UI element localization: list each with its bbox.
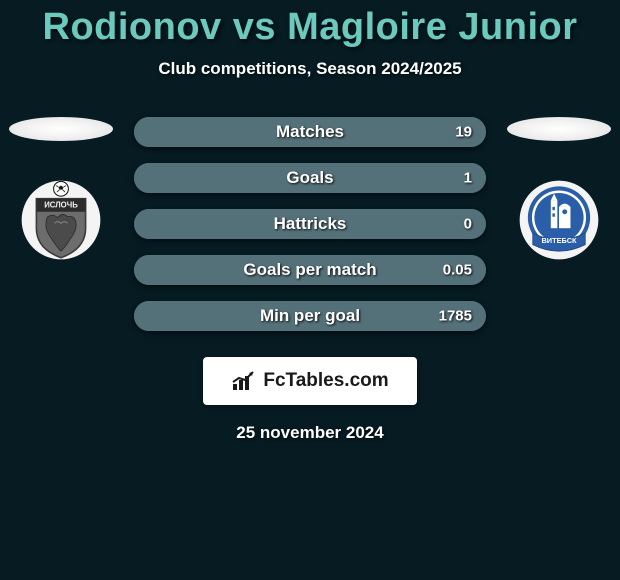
stat-value-right: 1 (464, 170, 472, 187)
stat-value-right: 0.05 (443, 262, 472, 279)
svg-text:ИСЛОЧЬ: ИСЛОЧЬ (44, 201, 78, 210)
right-player-column: ВИТЕБСК (504, 117, 614, 261)
comparison-infographic: Rodionov vs Magloire Junior Club competi… (0, 0, 620, 443)
stat-label: Min per goal (260, 306, 360, 326)
main-row: ИСЛОЧЬ Matches 19 Goals 1 Hattricks 0 Goals pe… (0, 117, 620, 347)
stat-label: Goals (286, 168, 333, 188)
stat-value-right: 0 (464, 216, 472, 233)
right-club-badge: ВИТЕБСК (518, 179, 600, 261)
right-club-crest-icon: ВИТЕБСК (518, 179, 600, 261)
stat-bar: Goals 1 (134, 163, 486, 193)
stats-column: Matches 19 Goals 1 Hattricks 0 Goals per match… (116, 117, 504, 347)
left-player-photo (9, 117, 113, 141)
stat-bar: Goals per match 0.05 (134, 255, 486, 285)
stat-bar: Hattricks 0 (134, 209, 486, 239)
footer-logo-text: FcTables.com (263, 370, 388, 392)
stat-value-right: 1785 (439, 308, 472, 325)
stat-bar: Matches 19 (134, 117, 486, 147)
subtitle: Club competitions, Season 2024/2025 (0, 59, 620, 79)
right-player-photo (507, 117, 611, 141)
footer-logo: FcTables.com (203, 357, 417, 405)
stat-label: Goals per match (243, 260, 376, 280)
page-title: Rodionov vs Magloire Junior (0, 6, 620, 49)
stat-value-right: 19 (455, 124, 472, 141)
left-club-badge: ИСЛОЧЬ (20, 179, 102, 261)
left-player-column: ИСЛОЧЬ (6, 117, 116, 261)
stat-label: Matches (276, 122, 344, 142)
footer-date: 25 november 2024 (0, 423, 620, 443)
stat-bar: Min per goal 1785 (134, 301, 486, 331)
svg-text:ВИТЕБСК: ВИТЕБСК (541, 236, 577, 245)
left-club-crest-icon: ИСЛОЧЬ (20, 179, 102, 261)
stat-label: Hattricks (274, 214, 347, 234)
fctables-chart-icon (231, 370, 257, 392)
